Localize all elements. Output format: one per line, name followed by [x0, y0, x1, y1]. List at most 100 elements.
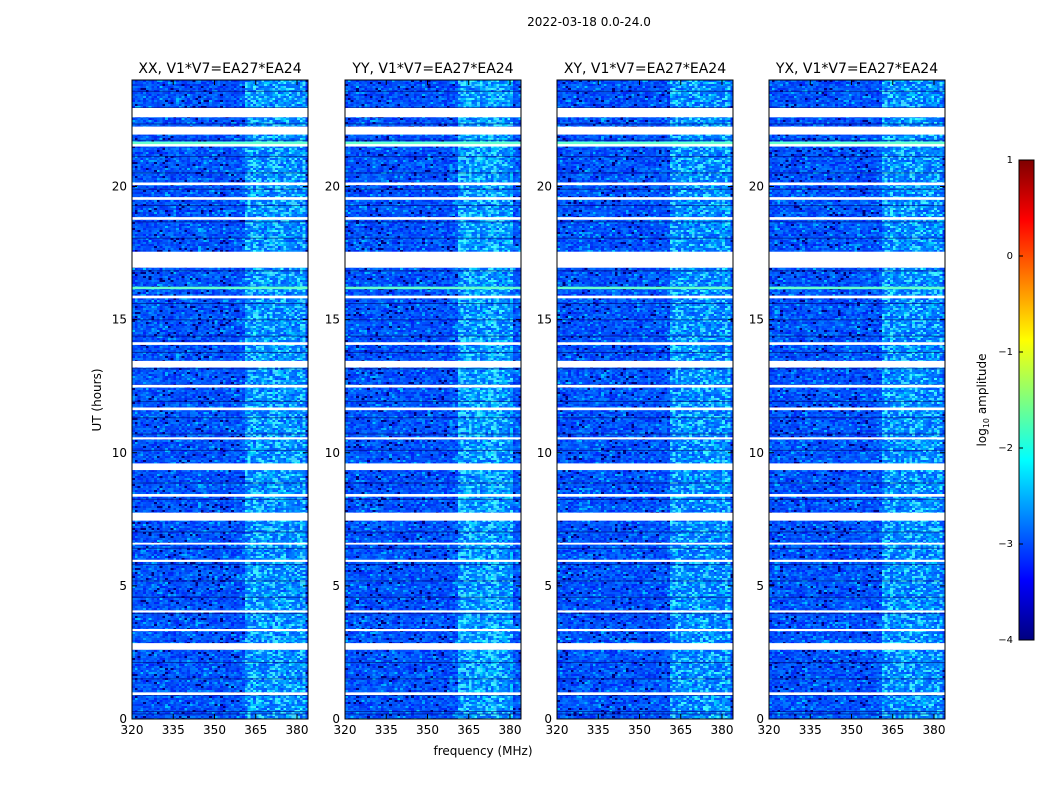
flagged-row	[769, 512, 945, 521]
dark-streak	[132, 713, 308, 715]
x-axis-label: frequency (MHz)	[433, 744, 532, 758]
colorbar-label-sub: 10	[982, 418, 991, 428]
flagged-row	[132, 494, 308, 497]
dark-streak	[769, 417, 945, 419]
flagged-row	[132, 437, 308, 440]
y-tick-label: 20	[537, 180, 552, 194]
dark-streak	[769, 400, 945, 402]
dark-streak	[557, 711, 733, 713]
flagged-row	[769, 251, 945, 268]
y-tick-label: 5	[544, 579, 552, 593]
dark-streak	[132, 613, 308, 615]
flagged-row	[769, 107, 945, 118]
dark-streak	[132, 368, 308, 370]
dark-streak	[557, 596, 733, 598]
flagged-row	[132, 182, 308, 186]
dark-streak	[769, 221, 945, 223]
y-tick-label: 5	[332, 579, 340, 593]
dark-streak	[132, 498, 308, 500]
dark-streak	[345, 482, 521, 484]
colorbar-tick-label: −2	[998, 443, 1013, 454]
flagged-row	[769, 360, 945, 368]
dark-streak	[557, 368, 733, 370]
colorbar-label-main: log	[975, 428, 989, 446]
panel-title: XX, V1*V7=EA27*EA24	[138, 61, 301, 77]
dark-streak	[769, 368, 945, 370]
x-tick-label: 365	[457, 723, 480, 737]
flagged-row	[345, 107, 521, 118]
flagged-row	[345, 692, 521, 696]
flagged-row	[557, 182, 733, 186]
bright-row	[132, 286, 308, 290]
dark-streak	[132, 156, 308, 158]
dark-streak	[769, 531, 945, 533]
colorbar-tick-label: −1	[998, 347, 1013, 358]
dark-streak	[557, 237, 733, 239]
dark-streak	[557, 139, 733, 141]
flagged-row	[557, 295, 733, 299]
y-axis-label: UT (hours)	[90, 368, 104, 431]
dark-streak	[132, 302, 308, 304]
dark-streak	[132, 205, 308, 207]
dark-streak	[345, 90, 521, 92]
dark-streak	[557, 302, 733, 304]
dark-streak	[345, 713, 521, 715]
dark-streak	[132, 123, 308, 125]
y-tick-label: 20	[112, 180, 127, 194]
dark-streak	[345, 237, 521, 239]
dark-streak	[345, 270, 521, 272]
dark-streak	[345, 662, 521, 664]
flagged-row	[557, 384, 733, 388]
dark-streak	[769, 188, 945, 190]
dark-streak	[345, 531, 521, 533]
flagged-row	[769, 643, 945, 650]
panels-group: XX, V1*V7=EA27*EA24 320 335 350 365 380 0 5 10 15…	[112, 61, 946, 737]
flagged-row	[132, 360, 308, 368]
y-tick-label: 10	[537, 446, 552, 460]
flagged-row	[345, 494, 521, 497]
flagged-row	[345, 407, 521, 411]
y-tick-label: 10	[112, 446, 127, 460]
panel-frame	[768, 79, 946, 720]
dark-streak	[769, 662, 945, 664]
dark-streak	[557, 90, 733, 92]
dark-streak	[557, 580, 733, 582]
bright-row	[132, 141, 308, 145]
flagged-row	[557, 542, 733, 545]
x-tick-label: 350	[628, 723, 651, 737]
dark-streak	[345, 335, 521, 337]
dark-streak	[769, 335, 945, 337]
dark-streak	[132, 564, 308, 566]
dark-streak	[345, 547, 521, 549]
flagged-row	[769, 143, 945, 147]
panel-frame	[131, 79, 309, 720]
x-tick-label: 380	[499, 723, 522, 737]
dark-streak	[132, 107, 308, 109]
flagged-row	[345, 512, 521, 521]
dark-streak	[769, 123, 945, 125]
flagged-row	[769, 407, 945, 411]
bright-row	[345, 286, 521, 290]
dark-streak	[132, 678, 308, 680]
dark-streak	[345, 368, 521, 370]
dark-streak	[557, 678, 733, 680]
flagged-row	[557, 407, 733, 411]
x-tick-label: 350	[840, 723, 863, 737]
dark-streak	[769, 678, 945, 680]
dark-streak	[557, 531, 733, 533]
x-tick-label: 365	[881, 723, 904, 737]
dark-streak	[132, 335, 308, 337]
flagged-row	[769, 197, 945, 200]
flagged-row	[345, 295, 521, 299]
panel-frame	[344, 79, 522, 720]
y-tick-label: 5	[756, 579, 764, 593]
dark-streak	[557, 498, 733, 500]
dark-streak	[132, 172, 308, 174]
dark-streak	[557, 662, 733, 664]
flagged-row	[769, 463, 945, 471]
dark-streak	[345, 156, 521, 158]
dark-streak	[345, 564, 521, 566]
x-tick-label: 320	[121, 723, 144, 737]
flagged-row	[345, 463, 521, 471]
